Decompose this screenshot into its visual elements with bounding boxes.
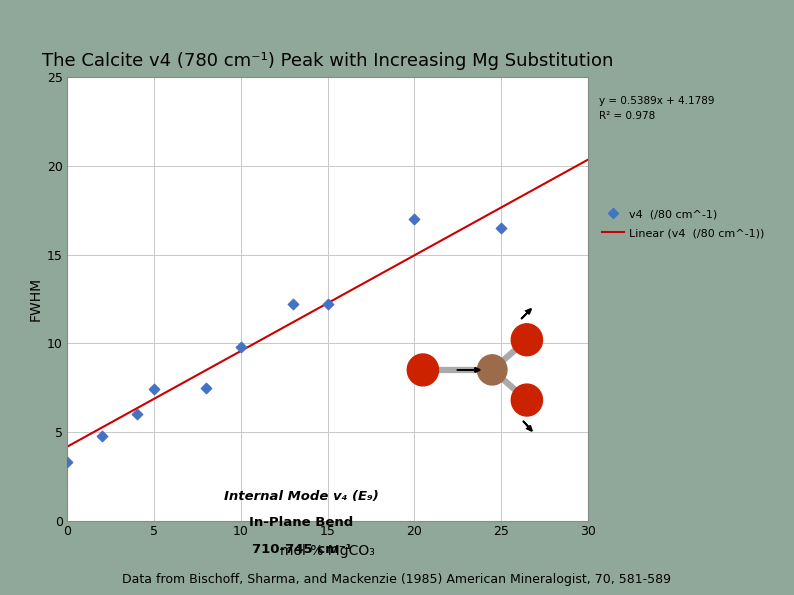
- Point: [96, 431, 109, 440]
- Y-axis label: FWHM: FWHM: [29, 277, 43, 321]
- Text: Internal Mode v₄ (E₉): Internal Mode v₄ (E₉): [224, 490, 379, 503]
- Point: [130, 409, 143, 419]
- Text: R² = 0.978: R² = 0.978: [599, 111, 656, 121]
- Point: [287, 299, 299, 309]
- Point: [495, 223, 507, 233]
- Circle shape: [511, 384, 542, 416]
- Circle shape: [511, 324, 542, 356]
- Legend: v4  (/80 cm^-1), Linear (v4  (/80 cm^-1)): v4 (/80 cm^-1), Linear (v4 (/80 cm^-1)): [597, 205, 769, 243]
- FancyArrow shape: [523, 421, 532, 431]
- Circle shape: [407, 354, 438, 386]
- Text: y = 0.5389x + 4.1789: y = 0.5389x + 4.1789: [599, 96, 715, 106]
- Point: [200, 383, 213, 393]
- Circle shape: [477, 355, 507, 385]
- Point: [61, 458, 74, 467]
- X-axis label: mol % MgCO₃: mol % MgCO₃: [280, 544, 375, 558]
- Point: [234, 342, 247, 352]
- Point: [321, 299, 333, 309]
- FancyArrow shape: [522, 309, 531, 318]
- Point: [408, 214, 421, 224]
- FancyArrow shape: [457, 368, 480, 372]
- Text: In-Plane Bend: In-Plane Bend: [249, 516, 353, 530]
- Text: 710-745 cm⁻¹: 710-745 cm⁻¹: [252, 543, 352, 556]
- Text: Data from Bischoff, Sharma, and Mackenzie (1985) American Mineralogist, 70, 581-: Data from Bischoff, Sharma, and Mackenzi…: [122, 573, 672, 586]
- Title: The Calcite v4 (780 cm⁻¹) Peak with Increasing Mg Substitution: The Calcite v4 (780 cm⁻¹) Peak with Incr…: [42, 52, 613, 70]
- Point: [529, 340, 542, 350]
- Point: [148, 384, 160, 394]
